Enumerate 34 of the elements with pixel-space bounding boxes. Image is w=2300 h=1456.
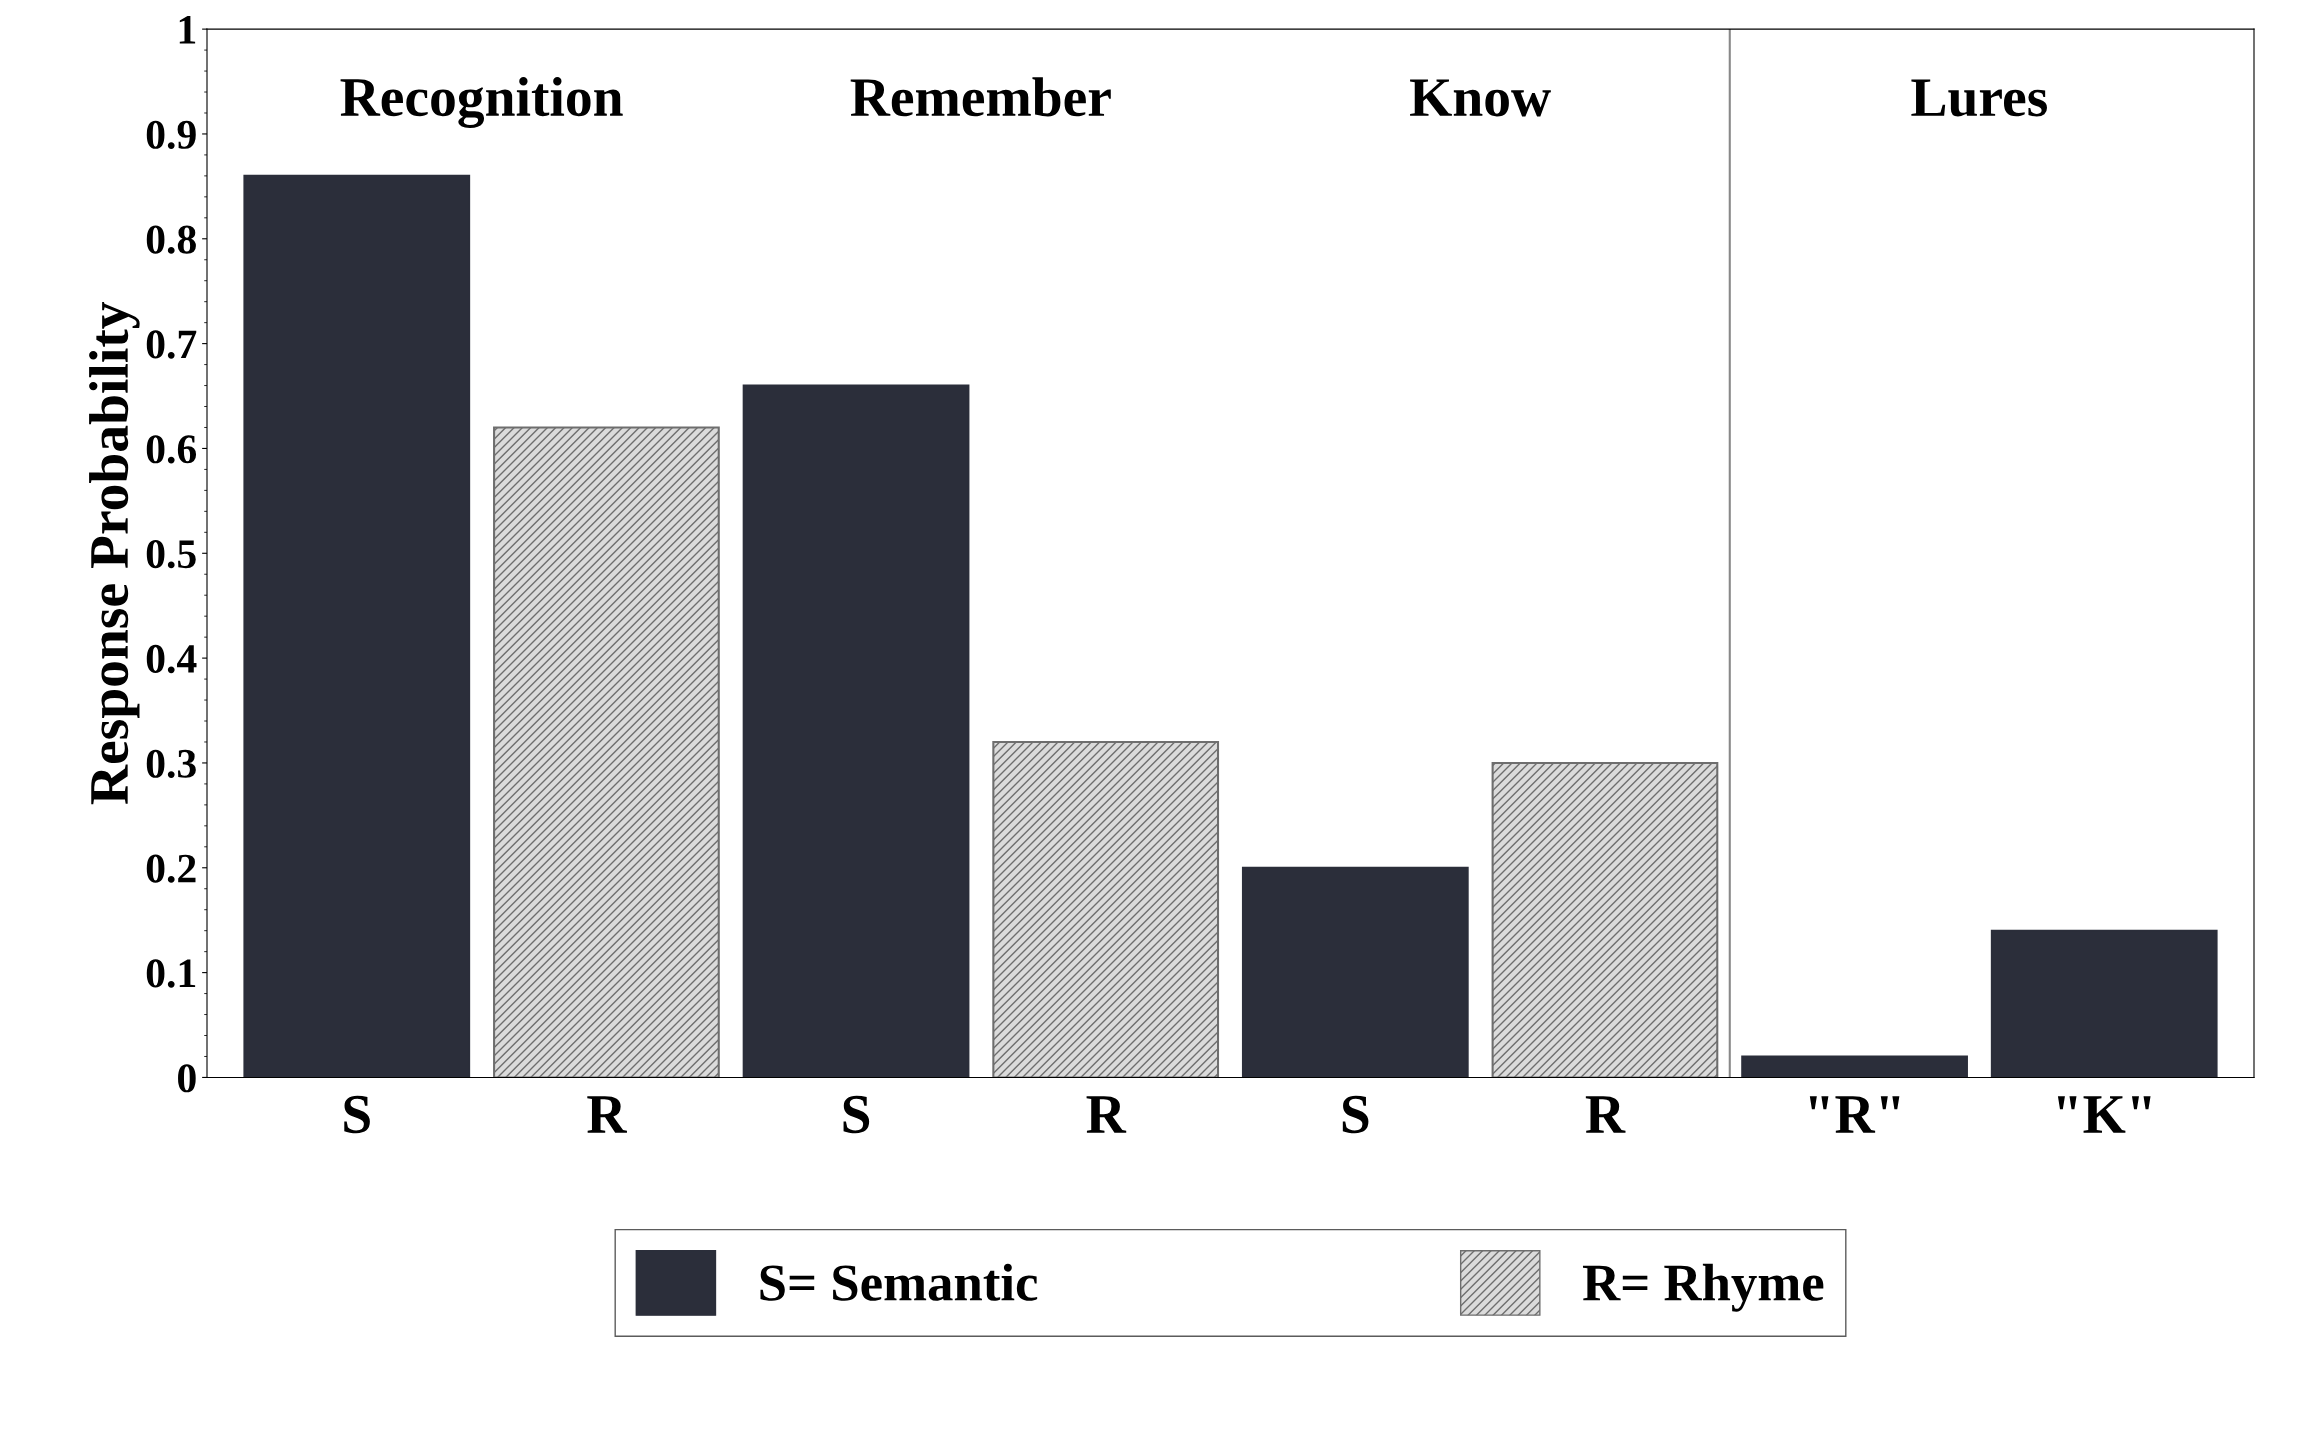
y-tick-label: 0.6 <box>146 435 197 464</box>
y-tick-label: 0.3 <box>146 749 196 778</box>
y-tick-label: 0.5 <box>146 540 196 569</box>
x-tick-label: S <box>344 1095 370 1134</box>
x-tick-label: S <box>843 1095 870 1134</box>
x-tick-label: R <box>1585 1096 1626 1133</box>
annotation: Recognition <box>340 77 623 128</box>
y-axis-title: Response Probability <box>89 301 140 805</box>
bar <box>1741 1055 1968 1078</box>
bar <box>742 384 970 1078</box>
x-tick-label: "R" <box>1809 1096 1900 1133</box>
x-tick-label: R <box>1086 1096 1127 1133</box>
bar <box>1491 761 1719 1078</box>
bar <box>1990 929 2218 1078</box>
bar <box>992 740 1220 1078</box>
bar <box>493 426 720 1078</box>
y-tick-label: 0 <box>178 1064 196 1093</box>
y-tick-label: 0.9 <box>146 120 196 149</box>
bar <box>243 174 471 1078</box>
y-tick-label: 0.2 <box>146 854 196 883</box>
annotation: Remember <box>850 77 1111 117</box>
y-tick-label: 1 <box>179 16 196 44</box>
annotation: Know <box>1410 79 1551 117</box>
legend-label: R= Rhyme <box>1582 1263 1824 1312</box>
x-tick-label: S <box>1342 1095 1369 1134</box>
bar <box>1241 866 1469 1078</box>
y-tick-label: 0.1 <box>146 959 196 988</box>
y-tick-label: 0.4 <box>146 644 197 674</box>
legend-label: S= Semantic <box>760 1263 1038 1301</box>
y-tick-label: 0.8 <box>146 225 196 254</box>
x-tick-label: R <box>587 1096 627 1133</box>
y-tick-label: 0.7 <box>146 330 197 359</box>
annotation: Lures <box>1911 79 2047 117</box>
x-tick-label: "K" <box>2057 1096 2151 1133</box>
